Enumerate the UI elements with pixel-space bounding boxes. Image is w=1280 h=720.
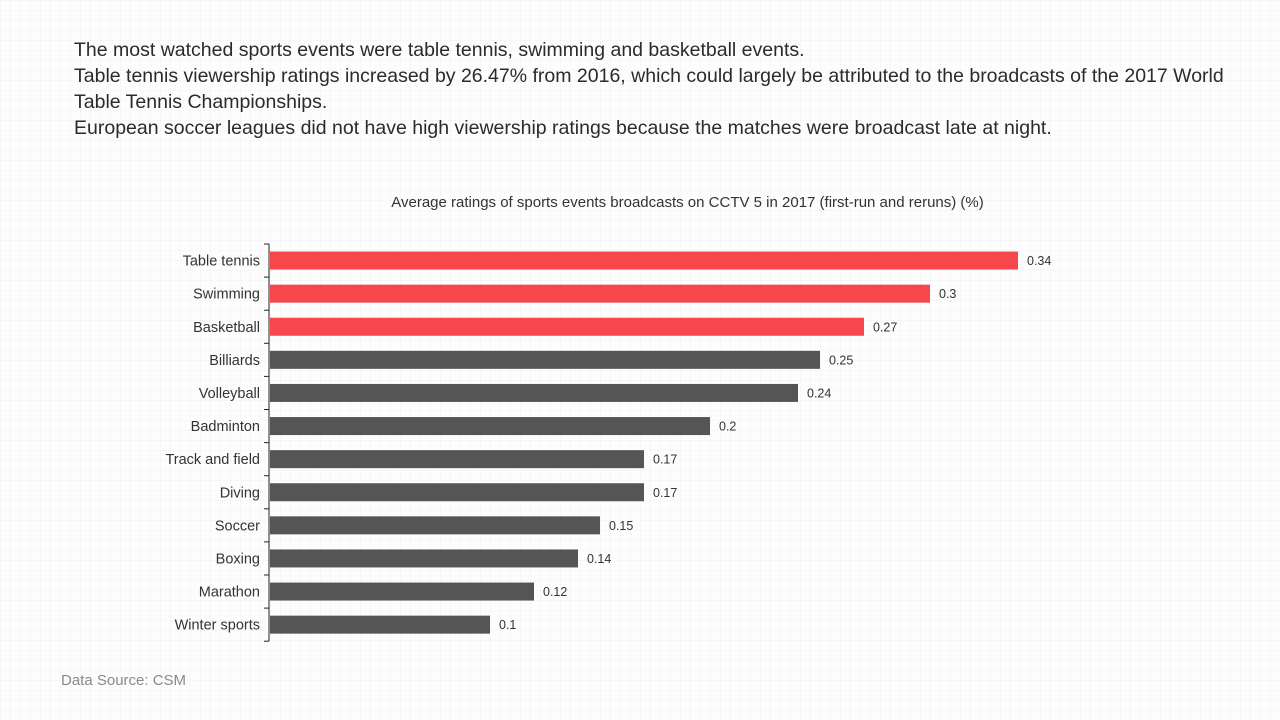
category-label: Basketball [193, 320, 260, 336]
value-label: 0.34 [1027, 254, 1051, 268]
value-label: 0.24 [807, 386, 831, 400]
bar [270, 483, 644, 502]
bar [270, 615, 490, 634]
bar [270, 549, 578, 568]
value-label: 0.2 [719, 420, 736, 434]
bar [270, 350, 820, 369]
category-label: Diving [220, 485, 260, 501]
category-label: Track and field [165, 452, 260, 468]
category-label: Winter sports [175, 618, 260, 634]
category-label: Badminton [191, 419, 260, 435]
value-label: 0.17 [653, 486, 677, 500]
value-label: 0.17 [653, 453, 677, 467]
value-label: 0.15 [609, 519, 633, 533]
bar [270, 582, 534, 601]
category-label: Soccer [215, 518, 260, 534]
category-label: Swimming [193, 287, 260, 303]
value-label: 0.12 [543, 585, 567, 599]
summary-line-3: European soccer leagues did not have hig… [74, 117, 1052, 139]
data-source: Data Source: CSM [61, 672, 187, 689]
value-label: 0.1 [499, 618, 516, 632]
category-label: Boxing [216, 551, 260, 567]
summary-line-2: Table tennis viewership ratings increase… [74, 65, 1224, 113]
category-label: Volleyball [199, 386, 260, 402]
category-label: Table tennis [183, 254, 260, 270]
summary-text: The most watched sports events were tabl… [74, 37, 1234, 141]
bar [270, 251, 1018, 270]
bar [270, 317, 864, 336]
bar [270, 450, 644, 469]
summary-line-1: The most watched sports events were tabl… [74, 39, 805, 61]
bar [270, 516, 600, 535]
category-label: Marathon [199, 585, 260, 601]
chart-title: Average ratings of sports events broadca… [391, 194, 984, 211]
bar [270, 417, 710, 436]
value-label: 0.3 [939, 287, 956, 301]
value-label: 0.14 [587, 552, 611, 566]
bar [270, 284, 930, 303]
value-label: 0.27 [873, 320, 897, 334]
bar [270, 383, 798, 402]
category-label: Billiards [209, 353, 260, 369]
value-label: 0.25 [829, 353, 853, 367]
